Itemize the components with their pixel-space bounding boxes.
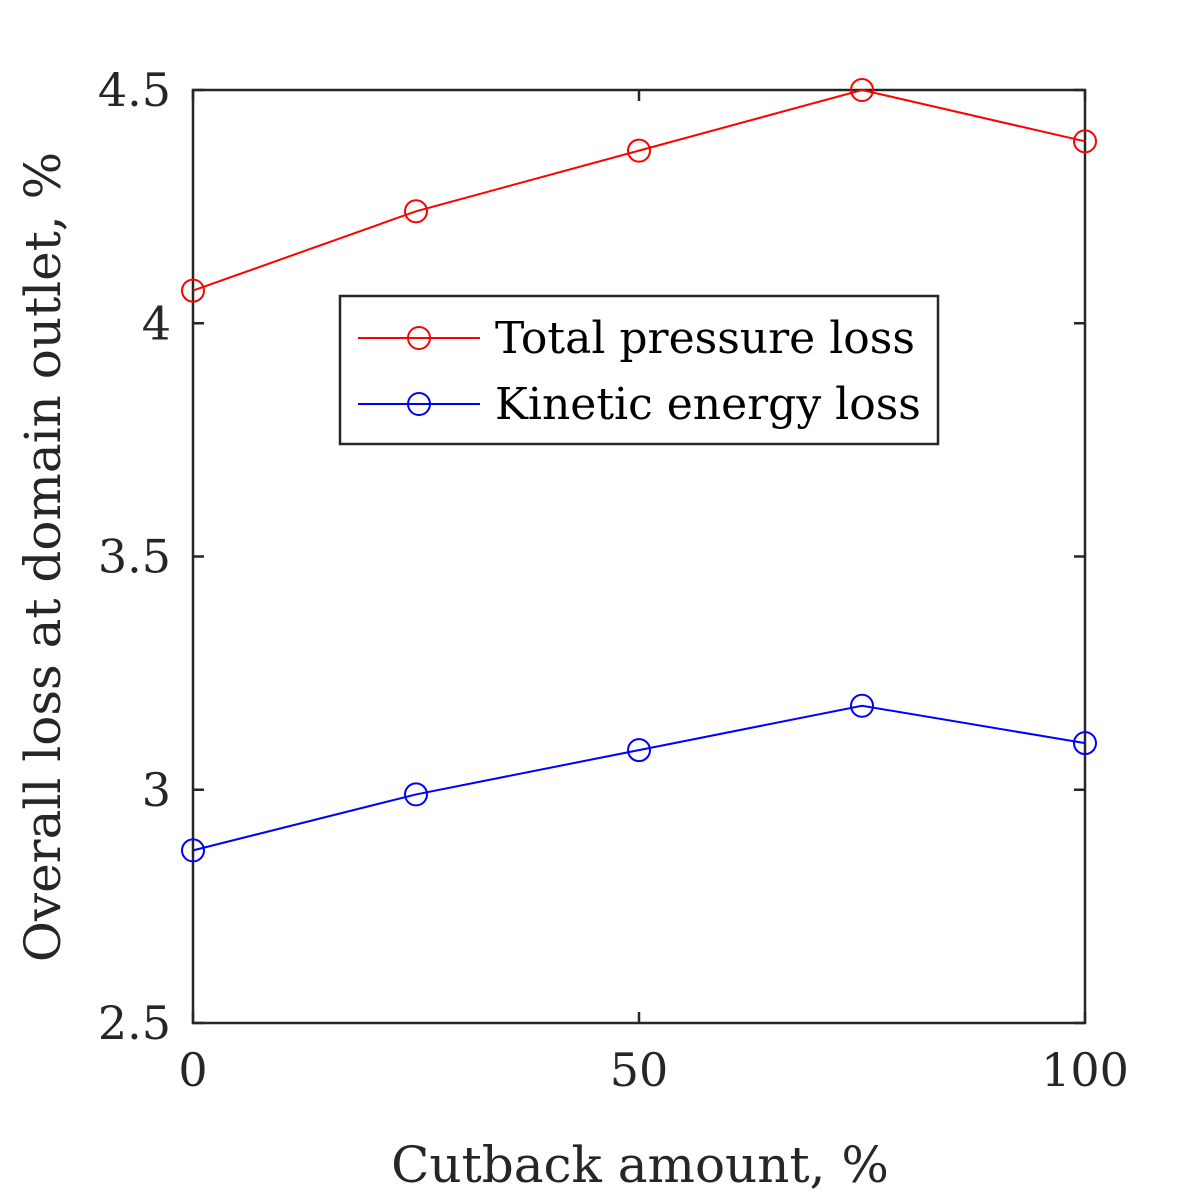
y-axis-label: Overall loss at domain outlet, % [14,152,72,962]
y-tick-label: 3.5 [98,530,171,584]
y-tick-label: 4.5 [98,63,171,117]
series-layer [181,78,1097,863]
legend-box [338,294,940,446]
axis-ticks: 0 50 100 2.5 3 3.5 4 4.5 [98,63,1129,1097]
axis-labels: Cutback amount, % Overall loss at domain… [14,152,889,1194]
data-point [627,738,651,763]
legend-item-2: Kinetic energy loss [358,379,921,430]
data-point [404,199,428,224]
y-tick-label: 4 [142,296,171,350]
y-tick-label: 2.5 [98,996,171,1050]
data-point [627,138,651,163]
legend: Total pressure loss Kinetic energy loss [338,294,940,446]
series-2 [181,693,1097,863]
legend-label: Total pressure loss [495,313,915,364]
x-tick-label: 50 [610,1043,669,1097]
data-point [181,838,205,863]
x-axis-label: Cutback amount, % [391,1136,889,1194]
x-tick-label: 0 [178,1043,207,1097]
data-point [181,278,205,303]
series-1 [181,78,1097,303]
series-line [192,704,1086,852]
legend-label: Kinetic energy loss [495,379,921,430]
data-point [850,78,874,102]
legend-item-1: Total pressure loss [358,313,915,364]
legend-marker [407,326,431,350]
x-tick-label: 100 [1041,1043,1129,1097]
data-point [1073,129,1097,154]
y-tick-label: 3 [142,763,171,817]
axes-frame [191,88,1087,1025]
data-point [850,693,874,718]
series-line [192,88,1086,292]
data-point [1073,731,1097,756]
plot-area [191,88,1087,1025]
legend-marker [407,392,431,416]
data-point [404,782,428,807]
